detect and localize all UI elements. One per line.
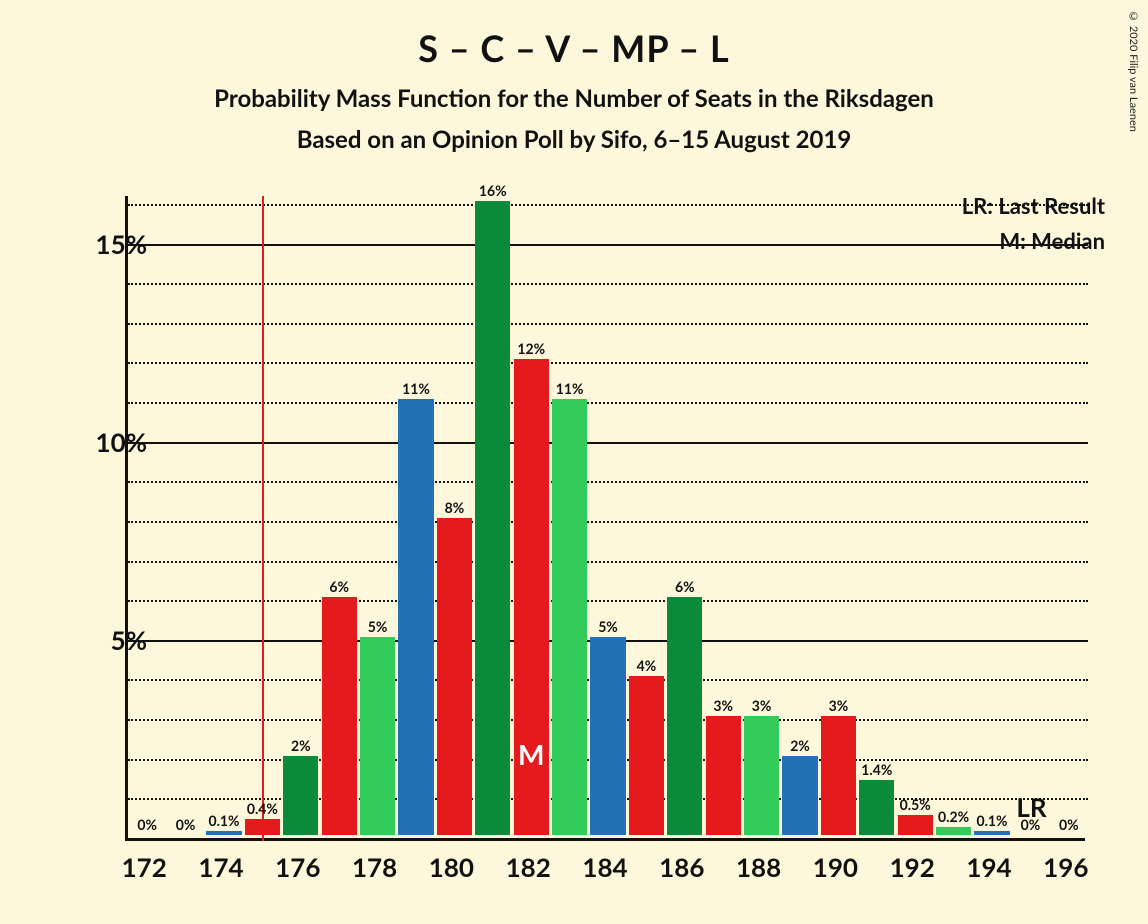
plot-region: 0%0%0.1%0.4%2%6%5%11%8%16%12%M11%5%4%6%3… — [125, 196, 1085, 841]
bar: 8% — [437, 518, 472, 835]
lr-marker: LR — [1016, 791, 1046, 823]
bar-value-label: 6% — [675, 578, 695, 595]
bar-value-label: 2% — [291, 737, 311, 754]
bar-value-label: 16% — [479, 182, 507, 199]
xtick-label: 174 — [198, 851, 243, 883]
bar-value-label: 12% — [517, 340, 545, 357]
bar-value-label: 5% — [598, 618, 618, 635]
xtick-label: 194 — [966, 851, 1011, 883]
bars-container: 0%0%0.1%0.4%2%6%5%11%8%16%12%M11%5%4%6%3… — [128, 193, 1088, 835]
bar: 0.1% — [206, 831, 241, 835]
bar: 12%M — [514, 359, 549, 835]
bar: 11% — [552, 399, 587, 835]
bar: 1.4% — [859, 780, 894, 835]
xtick-label: 182 — [506, 851, 551, 883]
bar-value-label: 4% — [637, 657, 657, 674]
xtick-label: 184 — [582, 851, 627, 883]
bar: 0.1% — [974, 831, 1009, 835]
bar-value-label: 2% — [790, 737, 810, 754]
bar-value-label: 0.4% — [247, 800, 278, 817]
xtick-label: 178 — [352, 851, 397, 883]
bar: 11% — [398, 399, 433, 835]
xtick-label: 180 — [429, 851, 474, 883]
chart-area: LR: Last Result M: Median 0%0%0.1%0.4%2%… — [125, 196, 1117, 841]
chart-subtitle-2: Based on an Opinion Poll by Sifo, 6–15 A… — [0, 125, 1148, 154]
bar-value-label: 1.4% — [861, 761, 892, 778]
bar: 0.2% — [936, 827, 971, 835]
bar-value-label: 3% — [829, 697, 849, 714]
titles-block: S – C – V – MP – L Probability Mass Func… — [0, 0, 1148, 154]
bar: 3% — [744, 716, 779, 835]
bar-value-label: 0.5% — [900, 796, 931, 813]
bar-value-label: 0% — [137, 816, 157, 833]
bar: 0.5% — [898, 815, 933, 835]
xtick-label: 190 — [813, 851, 858, 883]
bar-value-label: 0.2% — [938, 808, 969, 825]
bar: 3% — [821, 716, 856, 835]
xtick-label: 172 — [122, 851, 167, 883]
bar: 2% — [283, 756, 318, 835]
bar: 3% — [706, 716, 741, 835]
xtick-label: 192 — [890, 851, 935, 883]
bar-value-label: 6% — [329, 578, 349, 595]
bar-value-label: 0% — [1059, 816, 1079, 833]
chart-subtitle-1: Probability Mass Function for the Number… — [0, 84, 1148, 113]
bar: 16% — [475, 201, 510, 835]
bar: 0.4% — [245, 819, 280, 835]
bar-value-label: 0.1% — [976, 812, 1007, 829]
xtick-label: 176 — [275, 851, 320, 883]
bar-value-label: 0.1% — [208, 812, 239, 829]
bar-value-label: 3% — [713, 697, 733, 714]
median-marker: M — [518, 737, 544, 771]
xtick-label: 188 — [736, 851, 781, 883]
bar-value-label: 11% — [402, 380, 430, 397]
bar: 6% — [322, 597, 357, 835]
bar: 6% — [667, 597, 702, 835]
bar-value-label: 0% — [176, 816, 196, 833]
bar-value-label: 3% — [752, 697, 772, 714]
bar-value-label: 11% — [556, 380, 584, 397]
copyright-text: © 2020 Filip van Laenen — [1127, 10, 1140, 132]
bar: 4% — [629, 676, 664, 835]
bar-value-label: 5% — [368, 618, 388, 635]
bar: 5% — [590, 637, 625, 835]
xtick-label: 186 — [659, 851, 704, 883]
chart-title: S – C – V – MP – L — [0, 26, 1148, 70]
bar: 5% — [360, 637, 395, 835]
bar: 2% — [782, 756, 817, 835]
xtick-label: 196 — [1043, 851, 1088, 883]
bar-value-label: 8% — [445, 499, 465, 516]
